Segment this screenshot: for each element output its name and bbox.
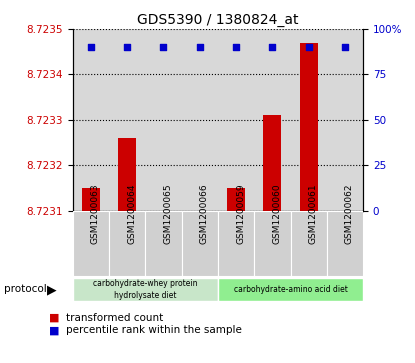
Bar: [181, 211, 218, 276]
Text: ▶: ▶: [47, 283, 57, 296]
Point: [160, 44, 167, 50]
Text: carbohydrate-amino acid diet: carbohydrate-amino acid diet: [234, 285, 347, 294]
Bar: [327, 211, 363, 276]
Bar: [218, 211, 254, 276]
Bar: [254, 211, 290, 276]
Text: protocol: protocol: [4, 285, 47, 294]
Bar: [300, 42, 318, 211]
Text: GSM1200063: GSM1200063: [91, 183, 100, 244]
Point: [88, 44, 94, 50]
Bar: [290, 211, 327, 276]
Bar: [73, 278, 218, 301]
Bar: [190, 211, 209, 256]
Text: GSM1200059: GSM1200059: [236, 183, 245, 244]
Bar: [109, 211, 145, 276]
Bar: [82, 188, 100, 211]
Text: percentile rank within the sample: percentile rank within the sample: [66, 325, 242, 335]
Point: [196, 44, 203, 50]
Text: GSM1200065: GSM1200065: [164, 183, 172, 244]
Text: ■: ■: [49, 325, 59, 335]
Bar: [73, 211, 109, 276]
Text: carbohydrate-whey protein
hydrolysate diet: carbohydrate-whey protein hydrolysate di…: [93, 280, 198, 299]
Point: [342, 44, 348, 50]
Bar: [154, 211, 173, 297]
Text: GSM1200060: GSM1200060: [272, 183, 281, 244]
Text: transformed count: transformed count: [66, 313, 164, 323]
Text: ■: ■: [49, 313, 59, 323]
Text: GSM1200064: GSM1200064: [127, 184, 136, 244]
Point: [269, 44, 276, 50]
Point: [233, 44, 239, 50]
Bar: [145, 211, 181, 276]
Text: GSM1200066: GSM1200066: [200, 183, 209, 244]
Bar: [227, 188, 245, 211]
Point: [305, 44, 312, 50]
Text: GSM1200061: GSM1200061: [309, 183, 317, 244]
Text: GDS5390 / 1380824_at: GDS5390 / 1380824_at: [137, 13, 299, 27]
Point: [124, 44, 130, 50]
Bar: [218, 278, 363, 301]
Text: GSM1200062: GSM1200062: [345, 184, 354, 244]
Bar: [118, 138, 136, 211]
Bar: [336, 211, 354, 324]
Bar: [263, 115, 281, 211]
